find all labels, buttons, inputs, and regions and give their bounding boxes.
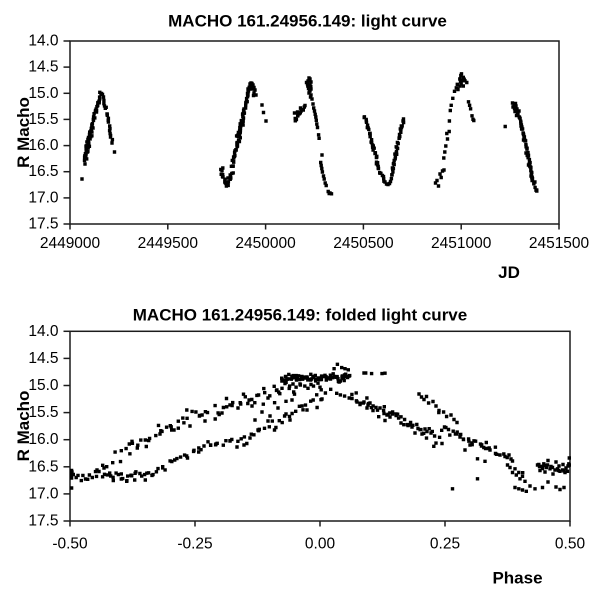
svg-text:MACHO 161.24956.149: folded li: MACHO 161.24956.149: folded light curve: [133, 305, 467, 324]
svg-text:14.0: 14.0: [28, 33, 59, 50]
svg-text:15.0: 15.0: [28, 85, 59, 102]
svg-text:R Macho: R Macho: [14, 97, 33, 168]
svg-text:0.25: 0.25: [430, 536, 460, 553]
svg-text:16.5: 16.5: [28, 163, 58, 180]
svg-text:R Macho: R Macho: [14, 391, 33, 462]
svg-text:17.0: 17.0: [28, 189, 59, 206]
svg-text:-0.25: -0.25: [177, 536, 212, 553]
svg-text:17.5: 17.5: [28, 513, 58, 530]
svg-text:16.0: 16.0: [28, 431, 59, 448]
svg-text:15.5: 15.5: [28, 404, 58, 421]
svg-text:15.5: 15.5: [28, 111, 58, 128]
svg-text:MACHO 161.24956.149: light cur: MACHO 161.24956.149: light curve: [168, 11, 447, 30]
svg-text:0.50: 0.50: [555, 536, 586, 553]
svg-text:2449000: 2449000: [40, 235, 101, 252]
svg-text:17.0: 17.0: [28, 485, 59, 502]
svg-text:JD: JD: [498, 263, 520, 282]
svg-text:2449500: 2449500: [138, 235, 199, 252]
svg-text:16.5: 16.5: [28, 458, 58, 475]
svg-text:Phase: Phase: [492, 569, 542, 588]
svg-text:16.0: 16.0: [28, 137, 59, 154]
svg-text:14.0: 14.0: [28, 323, 59, 340]
svg-text:0.00: 0.00: [305, 536, 336, 553]
svg-text:-0.50: -0.50: [52, 536, 88, 553]
svg-text:2450000: 2450000: [235, 235, 296, 252]
svg-text:2451000: 2451000: [431, 235, 492, 252]
svg-text:15.0: 15.0: [28, 377, 59, 394]
svg-text:2451500: 2451500: [529, 235, 590, 252]
svg-text:17.5: 17.5: [28, 216, 58, 233]
svg-text:2450500: 2450500: [333, 235, 394, 252]
svg-text:14.5: 14.5: [28, 59, 58, 76]
svg-text:14.5: 14.5: [28, 350, 58, 367]
